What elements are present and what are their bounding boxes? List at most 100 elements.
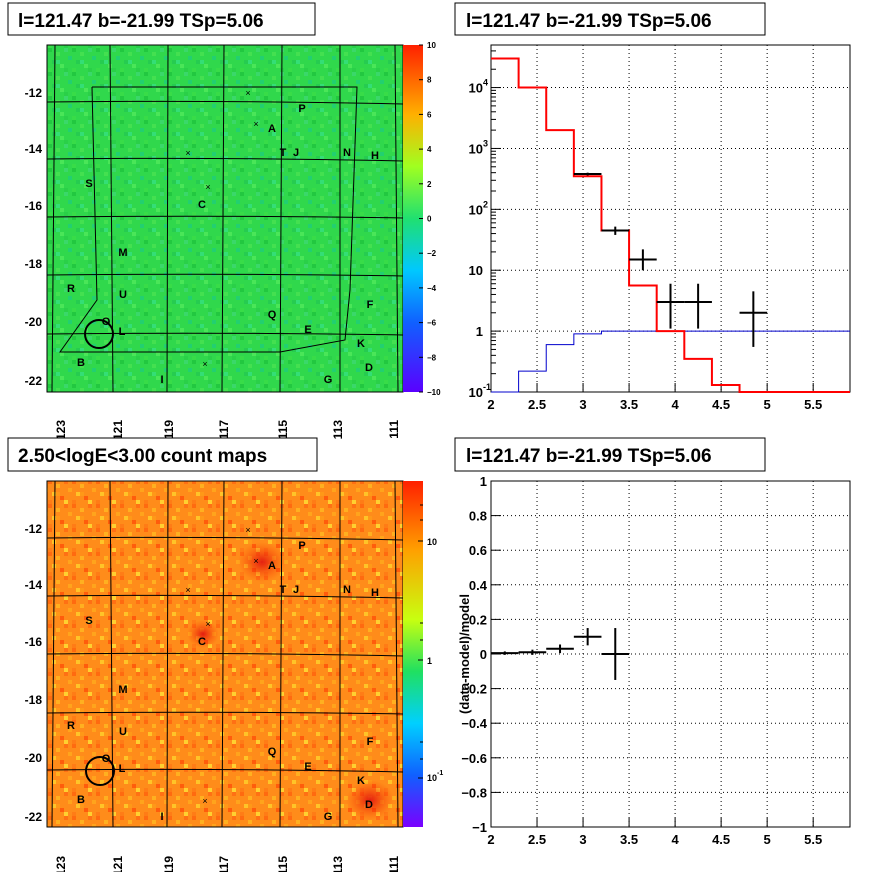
source-label: S xyxy=(85,178,92,190)
title-box-br: l=121.47 b=-21.99 TSp=5.06 xyxy=(454,437,766,472)
map-ytick-label: -14 xyxy=(25,142,43,156)
xtick-label: 4 xyxy=(671,832,679,847)
palette-top-label: −10 xyxy=(427,388,441,397)
title-box-tr: l=121.47 b=-21.99 TSp=5.06 xyxy=(454,2,766,36)
map-xtick-label: 121 xyxy=(111,420,125,440)
panel-title: l=121.47 b=-21.99 TSp=5.06 xyxy=(466,446,712,467)
ytick-label: 0.4 xyxy=(469,578,488,593)
palette-top xyxy=(403,45,423,392)
source-label: T xyxy=(280,584,287,596)
map-ytick-label: -16 xyxy=(25,199,43,213)
roi-circle xyxy=(84,319,114,349)
xtick-label: 5 xyxy=(764,832,771,847)
source-label: C xyxy=(198,636,206,648)
ytick-label: −0.8 xyxy=(461,785,487,800)
xtick-label: 4.5 xyxy=(712,397,730,412)
xtick-label: 4.5 xyxy=(712,832,730,847)
map-xtick-label: 115 xyxy=(276,856,290,872)
hotspot-d xyxy=(346,780,394,820)
ytick-label: 1 xyxy=(476,324,483,339)
xtick-label: 2.5 xyxy=(528,397,546,412)
source-label: B xyxy=(77,794,85,806)
source-label: E xyxy=(304,324,311,336)
source-marker: × xyxy=(205,619,210,629)
ytick-label: 0.8 xyxy=(469,509,487,524)
source-label: T xyxy=(280,147,287,159)
residual-axes: 2 2.5 3 3.5 4 4.5 5 5.5 −1 −0.8 −0.6 −0.4 −0.2 0 0.2 0.… xyxy=(461,474,822,847)
map-xtick-label: 121 xyxy=(111,856,125,872)
source-label: F xyxy=(367,299,374,311)
map-xtick-label: 117 xyxy=(217,856,231,872)
palette-bottom-label: 1 xyxy=(427,656,432,666)
source-label: J xyxy=(293,584,299,596)
xtick-label: 3.5 xyxy=(620,832,638,847)
palette-top-label: 0 xyxy=(427,215,432,224)
source-marker: × xyxy=(205,182,210,192)
map-ytick-label: -14 xyxy=(25,578,43,592)
xtick-label: 5.5 xyxy=(804,397,822,412)
source-label: M xyxy=(118,684,127,696)
hotspot-a xyxy=(238,542,286,582)
source-marker: × xyxy=(245,88,250,98)
source-label: J xyxy=(293,147,299,159)
ytick-label: −0.2 xyxy=(461,682,487,697)
map-xtick-label: 113 xyxy=(331,856,345,872)
source-label: Q xyxy=(268,746,277,758)
source-label: K xyxy=(357,338,365,350)
ytick-exponent: -1 xyxy=(483,382,491,392)
source-label: P xyxy=(298,103,305,115)
source-label: G xyxy=(324,374,333,386)
map-bottom-grid xyxy=(46,480,404,828)
ytick-label: −0.4 xyxy=(461,716,487,731)
source-label: F xyxy=(367,736,374,748)
map-ytick-label: -16 xyxy=(25,635,43,649)
source-label: D xyxy=(365,362,373,374)
source-marker: × xyxy=(253,556,258,566)
source-label: G xyxy=(324,811,333,823)
source-label: N xyxy=(343,584,351,596)
source-label: Q xyxy=(268,309,277,321)
map-ytick-label: -22 xyxy=(25,810,43,824)
panel-title: 2.50<logE<3.00 count maps xyxy=(18,446,267,467)
xtick-label: 4 xyxy=(671,397,679,412)
xtick-label: 2 xyxy=(487,397,494,412)
palette-top-label: 10 xyxy=(427,41,436,50)
residual-data-points xyxy=(491,628,630,680)
source-label: L xyxy=(119,326,126,338)
map-ytick-label: -18 xyxy=(25,693,43,707)
palette-top-label: −2 xyxy=(427,249,437,258)
map-xtick-label: 117 xyxy=(217,420,231,440)
map-ytick-label: -12 xyxy=(25,522,43,536)
ytick-label: −0.6 xyxy=(461,751,487,766)
residual-plot: 2 2.5 3 3.5 4 4.5 5 5.5 −1 −0.8 −0.6 −0.4 −0.2 0 0.2 0.… xyxy=(457,474,851,847)
source-label: S xyxy=(85,615,92,627)
source-label: E xyxy=(304,761,311,773)
ytick-label: 1 xyxy=(480,474,487,489)
model-spectrum-line xyxy=(491,57,850,393)
ytick-exponent: 3 xyxy=(483,138,488,148)
palette-bottom xyxy=(403,481,423,827)
source-label: A xyxy=(268,560,276,572)
palette-top-label: 4 xyxy=(427,145,432,154)
map-top-grid xyxy=(46,44,404,393)
xtick-label: 3 xyxy=(579,832,586,847)
map-ytick-label: -12 xyxy=(25,86,43,100)
source-label: R xyxy=(67,283,75,295)
source-label: M xyxy=(118,247,127,259)
source-marker: × xyxy=(253,119,258,129)
spectrum-frame xyxy=(490,44,851,393)
xtick-label: 5.5 xyxy=(804,832,822,847)
source-marker: × xyxy=(185,585,190,595)
source-marker: × xyxy=(202,359,207,369)
source-label: A xyxy=(268,123,276,135)
palette-bottom-label: 10 xyxy=(427,773,437,783)
ytick-label: 10 xyxy=(469,202,483,217)
palette-top-label: −4 xyxy=(427,284,437,293)
map-xtick-label: 111 xyxy=(387,420,401,439)
map-top-image xyxy=(47,45,403,392)
map-xtick-label: 119 xyxy=(162,856,176,872)
source-label: D xyxy=(365,799,373,811)
